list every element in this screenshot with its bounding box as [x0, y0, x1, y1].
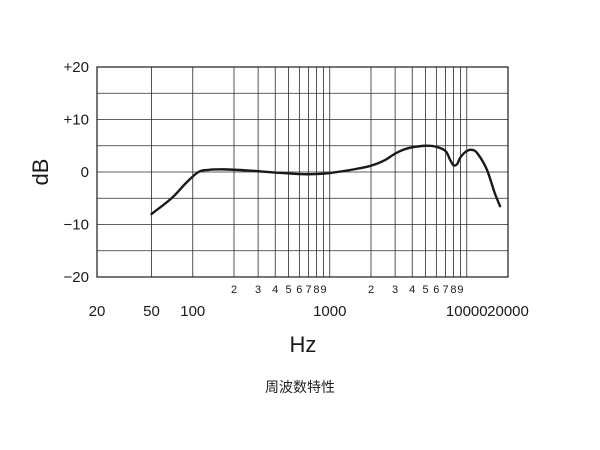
x-minor-tick-label: 6	[433, 284, 439, 296]
x-minor-tick-label: 8	[313, 284, 319, 296]
response-curve	[150, 144, 502, 216]
x-minor-tick-label: 3	[392, 284, 398, 296]
x-minor-tick-label: 4	[272, 284, 278, 296]
x-minor-tick-label: 4	[409, 284, 415, 296]
x-minor-tick-label: 7	[305, 284, 311, 296]
x-minor-tick-label: 9	[457, 284, 463, 296]
x-minor-tick-label: 2	[368, 284, 374, 296]
x-tick-labels: 20 50 100 1000 10000 20000	[89, 303, 529, 320]
y-tick-label: 0	[81, 164, 89, 181]
y-tick-label: −20	[64, 269, 89, 286]
y-tick-label: +20	[64, 59, 89, 76]
x-tick-label: 20000	[487, 303, 529, 320]
x-minor-tick-label: 2	[231, 284, 237, 296]
y-axis-label: dB	[28, 159, 53, 186]
x-minor-tick-label: 5	[422, 284, 428, 296]
y-tick-label: +10	[64, 112, 89, 129]
x-minor-tick-label: 5	[285, 284, 291, 296]
chart-caption: 周波数特性	[265, 380, 335, 396]
x-tick-label: 100	[180, 303, 205, 320]
x-minor-tick-label: 3	[255, 284, 261, 296]
x-tick-label: 10000	[446, 303, 488, 320]
x-tick-label: 20	[89, 303, 106, 320]
x-minor-tick-label: 6	[296, 284, 302, 296]
plot-frame	[96, 66, 509, 278]
y-tick-labels: +20 +10 0 −10 −20	[64, 59, 89, 286]
x-minor-tick-label: 8	[450, 284, 456, 296]
x-minor-tick-label: 7	[442, 284, 448, 296]
x-minor-tick-label: 9	[320, 284, 326, 296]
x-axis-label: Hz	[290, 332, 317, 357]
x-tick-label: 1000	[313, 303, 346, 320]
x-tick-label: 50	[143, 303, 160, 320]
y-tick-label: −10	[64, 217, 89, 234]
grid-lines	[97, 67, 508, 277]
